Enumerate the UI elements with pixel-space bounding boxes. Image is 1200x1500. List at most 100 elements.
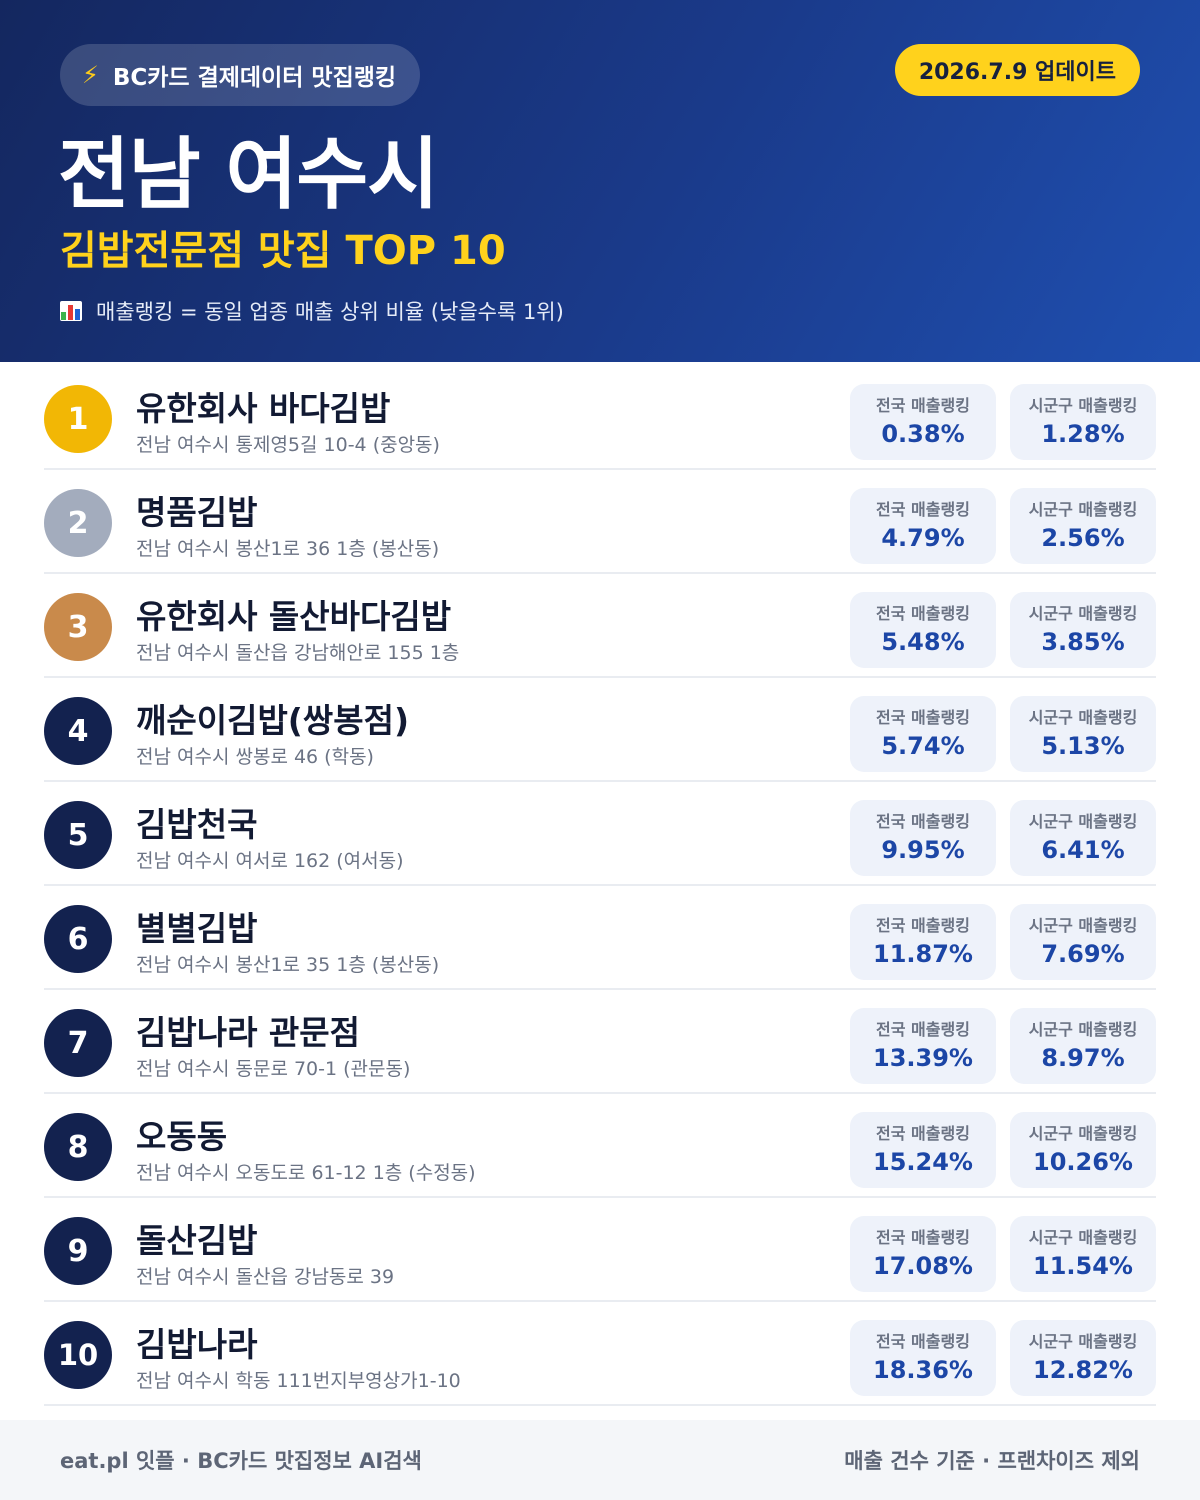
restaurant-address: 전남 여수시 봉산1로 36 1층 (봉산동)	[136, 538, 440, 560]
restaurant-name[interactable]: 김밥나라 관문점	[136, 1013, 361, 1052]
local-ranking-box: 시군구 매출랭킹 7.69%	[1010, 904, 1156, 980]
national-ranking-box: 전국 매출랭킹 17.08%	[850, 1216, 996, 1292]
local-ranking-label: 시군구 매출랭킹	[1028, 604, 1138, 623]
list-item[interactable]: 5 김밥천국 전남 여수시 여서로 162 (여서동) 전국 매출랭킹 9.95% 시군구…	[44, 782, 1156, 886]
local-ranking-box: 시군구 매출랭킹 3.85%	[1010, 592, 1156, 668]
local-ranking-label: 시군구 매출랭킹	[1028, 708, 1138, 727]
rank-badge: 4	[44, 697, 112, 765]
restaurant-name[interactable]: 김밥나라	[136, 1325, 258, 1364]
local-ranking-label: 시군구 매출랭킹	[1028, 1228, 1138, 1247]
restaurant-name[interactable]: 별별김밥	[136, 909, 258, 948]
restaurant-name[interactable]: 깨순이김밥(쌍봉점)	[136, 701, 410, 740]
national-ranking-box: 전국 매출랭킹 5.74%	[850, 696, 996, 772]
restaurant-name[interactable]: 유한회사 바다김밥	[136, 389, 391, 428]
local-ranking-value: 10.26%	[1033, 1148, 1133, 1176]
local-ranking-label: 시군구 매출랭킹	[1028, 1332, 1138, 1351]
national-ranking-box: 전국 매출랭킹 4.79%	[850, 488, 996, 564]
restaurant-address: 전남 여수시 통제영5길 10-4 (중앙동)	[136, 434, 440, 456]
local-ranking-label: 시군구 매출랭킹	[1028, 396, 1138, 415]
national-ranking-value: 5.48%	[881, 628, 965, 656]
national-ranking-value: 13.39%	[873, 1044, 973, 1072]
national-ranking-label: 전국 매출랭킹	[876, 1332, 970, 1351]
legend-text: 매출랭킹 = 동일 업종 매출 상위 비율 (낮을수록 1위)	[96, 300, 564, 324]
rank-badge: 9	[44, 1217, 112, 1285]
local-ranking-box: 시군구 매출랭킹 5.13%	[1010, 696, 1156, 772]
local-ranking-box: 시군구 매출랭킹 12.82%	[1010, 1320, 1156, 1396]
national-ranking-value: 0.38%	[881, 420, 965, 448]
local-ranking-label: 시군구 매출랭킹	[1028, 1020, 1138, 1039]
local-ranking-label: 시군구 매출랭킹	[1028, 812, 1138, 831]
restaurant-name[interactable]: 돌산김밥	[136, 1221, 258, 1260]
restaurant-address: 전남 여수시 여서로 162 (여서동)	[136, 850, 404, 872]
restaurant-address: 전남 여수시 봉산1로 35 1층 (봉산동)	[136, 954, 440, 976]
national-ranking-label: 전국 매출랭킹	[876, 500, 970, 519]
list-item[interactable]: 4 깨순이김밥(쌍봉점) 전남 여수시 쌍봉로 46 (학동) 전국 매출랭킹 5.74…	[44, 678, 1156, 782]
national-ranking-value: 5.74%	[881, 732, 965, 760]
national-ranking-label: 전국 매출랭킹	[876, 604, 970, 623]
header-banner: ⚡ BC카드 결제데이터 맛집랭킹 2026.7.9 업데이트 전남 여수시 김…	[0, 0, 1200, 362]
national-ranking-label: 전국 매출랭킹	[876, 1020, 970, 1039]
footer-source: eat.pl 잇플 · BC카드 맛집정보 AI검색	[60, 1449, 422, 1473]
rank-badge: 2	[44, 489, 112, 557]
local-ranking-label: 시군구 매출랭킹	[1028, 1124, 1138, 1143]
page-subtitle: 김밥전문점 맛집 TOP 10	[60, 228, 506, 274]
local-ranking-box: 시군구 매출랭킹 8.97%	[1010, 1008, 1156, 1084]
national-ranking-value: 17.08%	[873, 1252, 973, 1280]
local-ranking-box: 시군구 매출랭킹 6.41%	[1010, 800, 1156, 876]
national-ranking-value: 9.95%	[881, 836, 965, 864]
restaurant-name[interactable]: 오동동	[136, 1117, 228, 1156]
local-ranking-box: 시군구 매출랭킹 11.54%	[1010, 1216, 1156, 1292]
rank-badge: 6	[44, 905, 112, 973]
rank-badge: 1	[44, 385, 112, 453]
national-ranking-label: 전국 매출랭킹	[876, 916, 970, 935]
local-ranking-box: 시군구 매출랭킹 1.28%	[1010, 384, 1156, 460]
local-ranking-value: 8.97%	[1041, 1044, 1125, 1072]
national-ranking-value: 15.24%	[873, 1148, 973, 1176]
update-date-badge: 2026.7.9 업데이트	[894, 44, 1140, 96]
rank-badge: 5	[44, 801, 112, 869]
national-ranking-box: 전국 매출랭킹 5.48%	[850, 592, 996, 668]
restaurant-address: 전남 여수시 오동도로 61-12 1층 (수정동)	[136, 1162, 476, 1184]
national-ranking-label: 전국 매출랭킹	[876, 396, 970, 415]
local-ranking-value: 7.69%	[1041, 940, 1125, 968]
list-item[interactable]: 6 별별김밥 전남 여수시 봉산1로 35 1층 (봉산동) 전국 매출랭킹 11.87…	[44, 886, 1156, 990]
local-ranking-box: 시군구 매출랭킹 2.56%	[1010, 488, 1156, 564]
source-label: BC카드 결제데이터 맛집랭킹	[112, 65, 397, 91]
local-ranking-value: 1.28%	[1041, 420, 1125, 448]
local-ranking-value: 6.41%	[1041, 836, 1125, 864]
page-title: 전남 여수시	[58, 130, 439, 220]
national-ranking-label: 전국 매출랭킹	[876, 708, 970, 727]
rank-badge: 10	[44, 1321, 112, 1389]
restaurant-address: 전남 여수시 돌산읍 강남동로 39	[136, 1266, 395, 1288]
national-ranking-value: 18.36%	[873, 1356, 973, 1384]
local-ranking-value: 3.85%	[1041, 628, 1125, 656]
national-ranking-box: 전국 매출랭킹 9.95%	[850, 800, 996, 876]
footer-note: 매출 건수 기준 · 프랜차이즈 제외	[844, 1449, 1140, 1473]
rank-badge: 8	[44, 1113, 112, 1181]
restaurant-name[interactable]: 명품김밥	[136, 493, 258, 532]
rank-badge: 3	[44, 593, 112, 661]
restaurant-name[interactable]: 유한회사 돌산바다김밥	[136, 597, 452, 636]
local-ranking-value: 11.54%	[1033, 1252, 1133, 1280]
national-ranking-box: 전국 매출랭킹 0.38%	[850, 384, 996, 460]
lightning-bolt-icon: ⚡	[82, 61, 99, 89]
national-ranking-label: 전국 매출랭킹	[876, 1124, 970, 1143]
national-ranking-value: 4.79%	[881, 524, 965, 552]
local-ranking-value: 5.13%	[1041, 732, 1125, 760]
restaurant-address: 전남 여수시 돌산읍 강남해안로 155 1층	[136, 642, 460, 664]
restaurant-name[interactable]: 김밥천국	[136, 805, 258, 844]
rank-badge: 7	[44, 1009, 112, 1077]
footer: eat.pl 잇플 · BC카드 맛집정보 AI검색 매출 건수 기준 · 프랜…	[0, 1420, 1200, 1500]
national-ranking-box: 전국 매출랭킹 15.24%	[850, 1112, 996, 1188]
bar-chart-icon	[60, 301, 82, 321]
list-item[interactable]: 7 김밥나라 관문점 전남 여수시 동문로 70-1 (관문동) 전국 매출랭킹 13.…	[44, 990, 1156, 1094]
list-item[interactable]: 9 돌산김밥 전남 여수시 돌산읍 강남동로 39 전국 매출랭킹 17.08% 시군구 …	[44, 1198, 1156, 1302]
local-ranking-label: 시군구 매출랭킹	[1028, 500, 1138, 519]
restaurant-address: 전남 여수시 학동 111번지부영상가1-10	[136, 1370, 461, 1392]
national-ranking-box: 전국 매출랭킹 13.39%	[850, 1008, 996, 1084]
